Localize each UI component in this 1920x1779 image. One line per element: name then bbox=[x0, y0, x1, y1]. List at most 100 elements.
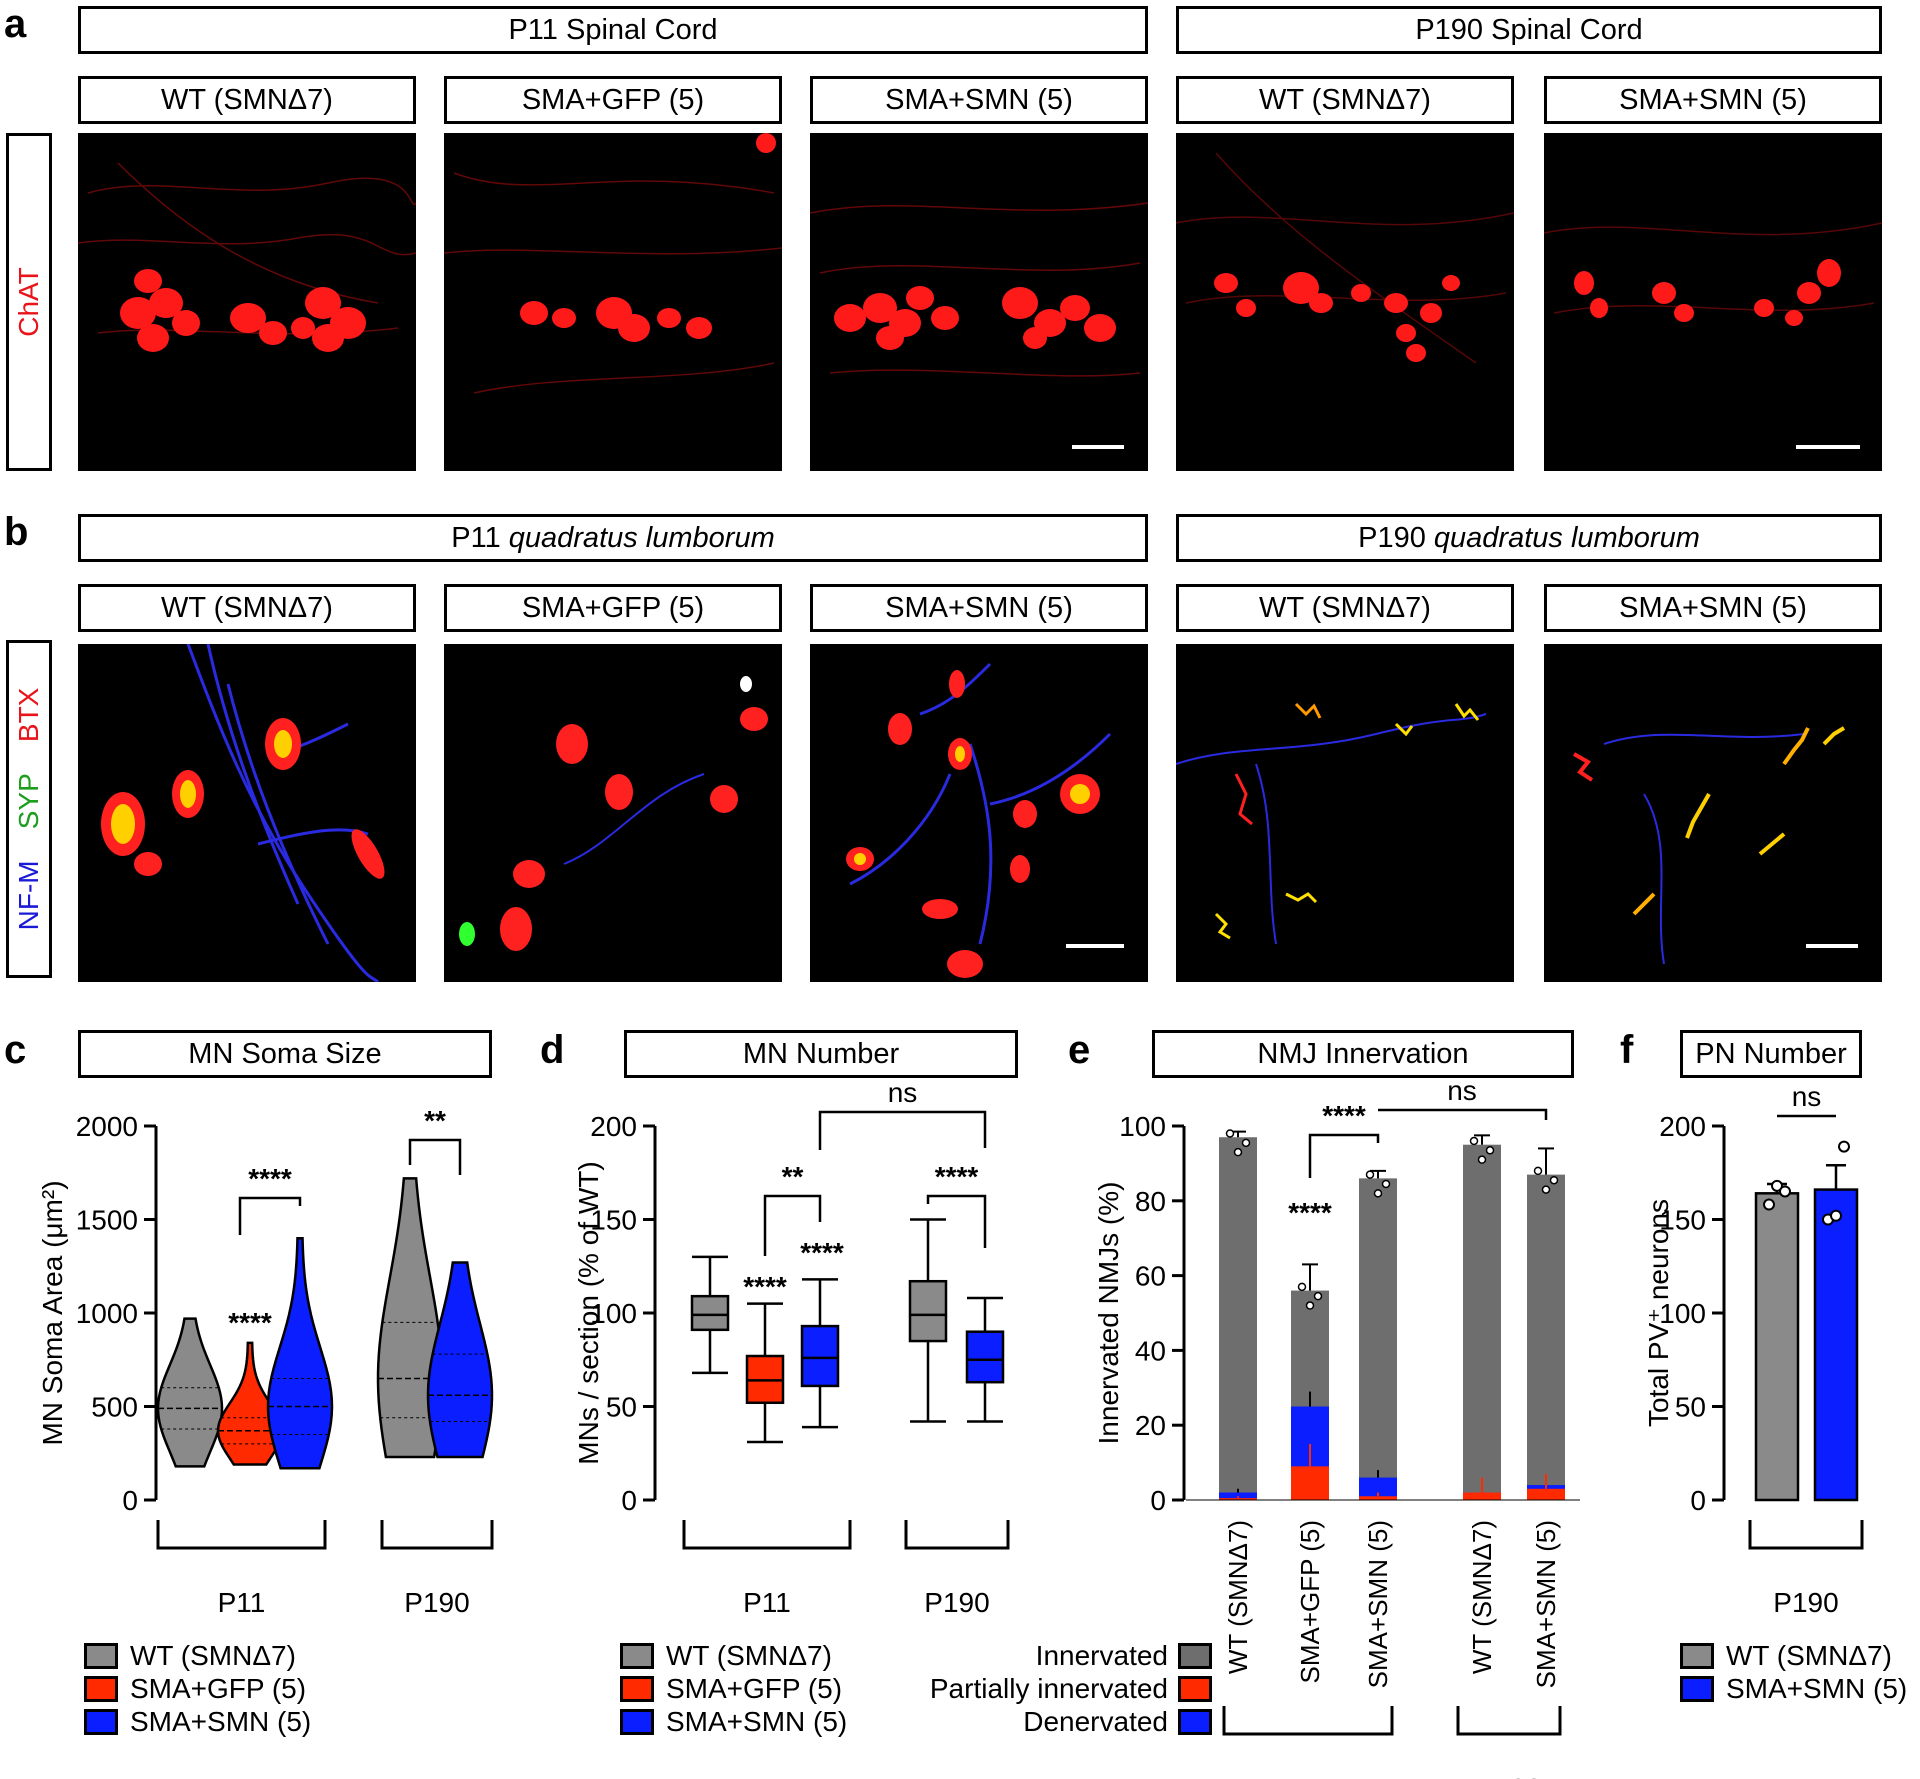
data-point bbox=[1241, 1138, 1251, 1148]
y-tick-label: 1500 bbox=[76, 1205, 138, 1236]
data-point bbox=[1305, 1301, 1315, 1310]
y-tick-label: 20 bbox=[1135, 1410, 1166, 1441]
column-header-wt-p190: WT (SMNΔ7) bbox=[1176, 76, 1514, 124]
significance-label: **** bbox=[1288, 1197, 1332, 1228]
significance-label: ** bbox=[424, 1105, 446, 1136]
scale-bar bbox=[1066, 944, 1124, 948]
legend-item: WT (SMNΔ7) bbox=[620, 1640, 832, 1672]
x-tick-label: SMA+GFP (5) bbox=[1295, 1520, 1325, 1684]
y-axis-label: MN Soma Area (μm²) bbox=[37, 1180, 68, 1445]
significance-label: **** bbox=[228, 1307, 272, 1338]
violin bbox=[426, 1261, 494, 1459]
x-tick-label: SMA+SMN (5) bbox=[1531, 1520, 1561, 1688]
legend-item: SMA+SMN (5) bbox=[1680, 1673, 1907, 1705]
micrograph-b-wt-p11 bbox=[78, 644, 416, 982]
bar-denervated bbox=[1359, 1477, 1397, 1500]
scale-bar bbox=[1806, 944, 1858, 948]
group-header-p190-spinal-cord: P190 Spinal Cord bbox=[1176, 6, 1882, 54]
significance-label: ns bbox=[1447, 1075, 1477, 1106]
y-axis-label: Innervated NMJs (%) bbox=[1093, 1182, 1124, 1445]
group-bracket bbox=[1456, 1706, 1562, 1736]
group-header-p11-spinal-cord: P11 Spinal Cord bbox=[78, 6, 1148, 54]
micrograph-a-gfp-p11 bbox=[444, 133, 782, 471]
y-tick-label: 0 bbox=[1150, 1485, 1166, 1516]
y-tick-label: 40 bbox=[1135, 1335, 1166, 1366]
legend-label: WT (SMNΔ7) bbox=[1726, 1640, 1892, 1671]
legend-item: SMA+SMN (5) bbox=[620, 1706, 847, 1738]
data-point bbox=[1830, 1209, 1842, 1222]
bar-innervated bbox=[1219, 1137, 1257, 1500]
micrograph-a-smn-p190 bbox=[1544, 133, 1882, 471]
y-tick-label: 60 bbox=[1135, 1261, 1166, 1292]
legend-swatch bbox=[620, 1676, 654, 1702]
legend-label: Denervated bbox=[1023, 1706, 1168, 1737]
legend-label: Innervated bbox=[1035, 1640, 1168, 1671]
column-header-sma-smn-p190: SMA+SMN (5) bbox=[1544, 76, 1882, 124]
legend-item: WT (SMNΔ7) bbox=[84, 1640, 296, 1672]
y-axis-label: Total PV⁺ neurons bbox=[1643, 1199, 1674, 1427]
y-tick-label: 200 bbox=[1659, 1111, 1706, 1142]
group-label: P190 bbox=[404, 1587, 469, 1618]
data-point bbox=[1763, 1198, 1775, 1211]
legend-swatch bbox=[620, 1709, 654, 1735]
data-point bbox=[1469, 1136, 1479, 1146]
data-point bbox=[1225, 1129, 1235, 1138]
group-label: P190 bbox=[1476, 1773, 1541, 1779]
legend-swatch bbox=[84, 1643, 118, 1669]
stain-label-box-b: NF-M SYP BTX bbox=[6, 640, 52, 978]
legend-swatch bbox=[1178, 1709, 1212, 1735]
y-tick-label: 50 bbox=[1675, 1392, 1706, 1423]
micrograph-a-wt-p190 bbox=[1176, 133, 1514, 471]
data-point bbox=[1533, 1166, 1543, 1176]
y-tick-label: 150 bbox=[590, 1205, 637, 1236]
micrograph-b-gfp-p11 bbox=[444, 644, 782, 982]
bar-partially-innervated bbox=[1359, 1496, 1397, 1500]
column-header-sma-smn: SMA+SMN (5) bbox=[810, 76, 1148, 124]
panel-letter-b: b bbox=[4, 510, 29, 554]
box bbox=[690, 1294, 730, 1332]
legend-swatch bbox=[1680, 1676, 1714, 1702]
legend-item: WT (SMNΔ7) bbox=[1680, 1640, 1892, 1672]
data-point bbox=[1485, 1146, 1495, 1155]
bar-innervated bbox=[1527, 1174, 1565, 1500]
chart-title-f: PN Number bbox=[1680, 1030, 1862, 1078]
significance-label: ** bbox=[782, 1161, 804, 1192]
significance-bracket bbox=[238, 1196, 302, 1235]
legend-label: WT (SMNΔ7) bbox=[130, 1640, 296, 1671]
legend-label: SMA+GFP (5) bbox=[130, 1673, 307, 1704]
scale-bar bbox=[1796, 445, 1860, 449]
y-tick-label: 0 bbox=[1690, 1485, 1706, 1516]
data-point bbox=[1365, 1170, 1375, 1179]
y-tick-label: 100 bbox=[590, 1298, 637, 1329]
chart-title-c: MN Soma Size bbox=[78, 1030, 492, 1078]
legend-item: SMA+GFP (5) bbox=[84, 1673, 306, 1705]
group-header-p190-quadratus-lumborum: P190 quadratus lumborum bbox=[1176, 514, 1882, 562]
legend-swatch bbox=[620, 1643, 654, 1669]
chart-title-d: MN Number bbox=[624, 1030, 1018, 1078]
stain-label-box-a: ChAT bbox=[6, 133, 52, 471]
data-point bbox=[1381, 1179, 1391, 1189]
legend-item: Denervated bbox=[1023, 1706, 1212, 1738]
panel-letter-e: e bbox=[1068, 1028, 1091, 1072]
data-point bbox=[1313, 1291, 1323, 1301]
micrograph-a-smn-p11 bbox=[810, 133, 1148, 471]
legend-item: Partially innervated bbox=[930, 1673, 1212, 1705]
y-tick-label: 2000 bbox=[76, 1111, 138, 1142]
panel-letter-c: c bbox=[4, 1028, 27, 1072]
y-axis-label: MNs / section (% of WT) bbox=[573, 1161, 604, 1464]
significance-label: **** bbox=[743, 1271, 787, 1302]
bar-innervated bbox=[1359, 1178, 1397, 1500]
significance-label: **** bbox=[800, 1237, 844, 1268]
significance-label: **** bbox=[1322, 1100, 1366, 1131]
panel-letter-a: a bbox=[4, 2, 27, 46]
significance-bracket bbox=[818, 1110, 987, 1150]
y-tick-label: 0 bbox=[621, 1485, 637, 1516]
y-tick-label: 1000 bbox=[76, 1298, 138, 1329]
scale-bar bbox=[1072, 445, 1124, 449]
box bbox=[800, 1324, 840, 1388]
group-bracket bbox=[682, 1520, 852, 1550]
legend-label: SMA+GFP (5) bbox=[666, 1673, 843, 1704]
group-bracket bbox=[904, 1520, 1010, 1550]
group-bracket bbox=[156, 1520, 327, 1550]
